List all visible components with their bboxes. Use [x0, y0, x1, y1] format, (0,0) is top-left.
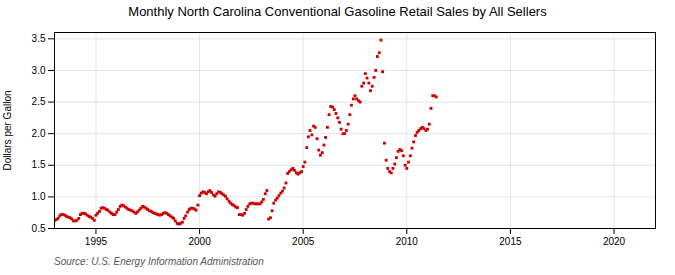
svg-text:2020: 2020 [603, 236, 626, 247]
svg-text:2015: 2015 [499, 236, 522, 247]
svg-text:3.5: 3.5 [32, 33, 46, 44]
svg-text:2.5: 2.5 [32, 96, 46, 107]
svg-text:1995: 1995 [85, 236, 108, 247]
svg-text:Dollars per Gallon: Dollars per Gallon [2, 90, 13, 170]
html-text:Monthly North Carolina Convent: Monthly North Carolina Conventional Gaso… [128, 4, 547, 19]
html-text:Source: U.S. Energy Informatio: Source: U.S. Energy Information Administ… [54, 256, 264, 267]
svg-text:2000: 2000 [188, 236, 211, 247]
svg-text:1.0: 1.0 [32, 191, 46, 202]
svg-text:2010: 2010 [396, 236, 419, 247]
svg-text:3.0: 3.0 [32, 65, 46, 76]
svg-text:0.5: 0.5 [32, 223, 46, 234]
svg-text:1.5: 1.5 [32, 159, 46, 170]
svg-text:2.0: 2.0 [32, 128, 46, 139]
svg-text:2005: 2005 [292, 236, 315, 247]
